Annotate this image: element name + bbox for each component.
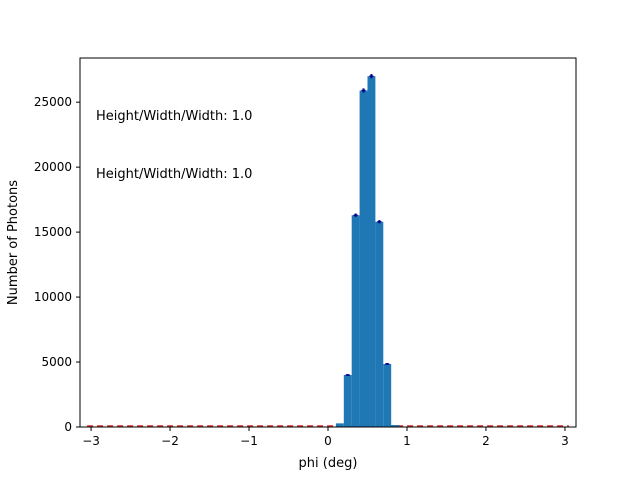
x-tick-label: 0 (324, 434, 332, 448)
y-axis-label: Number of Photons (6, 180, 21, 305)
histogram-bar (375, 221, 384, 427)
histogram-bar (383, 363, 392, 427)
y-tick-label: 5000 (41, 355, 72, 369)
histogram-bar (335, 423, 344, 427)
y-tick-label: 20000 (34, 160, 72, 174)
x-tick-label: 2 (482, 434, 490, 448)
x-tick-label: 3 (561, 434, 569, 448)
histogram-bar (367, 76, 376, 428)
error-bars-layer (345, 74, 390, 376)
x-tick-label: −2 (161, 434, 179, 448)
y-tick-label: 25000 (34, 95, 72, 109)
histogram-bar (343, 375, 352, 427)
annotations-layer: Height/Width/Width: 1.0 Height/Width/Wid… (96, 109, 252, 182)
histogram-bar (351, 215, 360, 427)
x-tick-label: −3 (82, 434, 100, 448)
y-tick-label: 0 (64, 420, 72, 434)
histogram-bar (359, 90, 368, 427)
x-axis: −3 −2 −1 0 1 2 3 (82, 427, 569, 448)
bars-layer (335, 76, 400, 428)
x-tick-label: 1 (403, 434, 411, 448)
x-axis-label: phi (deg) (299, 456, 358, 471)
x-tick-label: −1 (240, 434, 258, 448)
annotation-text-1: Height/Width/Width: 1.0 (96, 109, 252, 124)
histogram-bar (391, 425, 400, 427)
y-tick-label: 15000 (34, 225, 72, 239)
y-axis: 0 5000 10000 15000 20000 25000 (34, 95, 80, 434)
annotation-text-2: Height/Width/Width: 1.0 (96, 167, 252, 182)
y-tick-label: 10000 (34, 290, 72, 304)
